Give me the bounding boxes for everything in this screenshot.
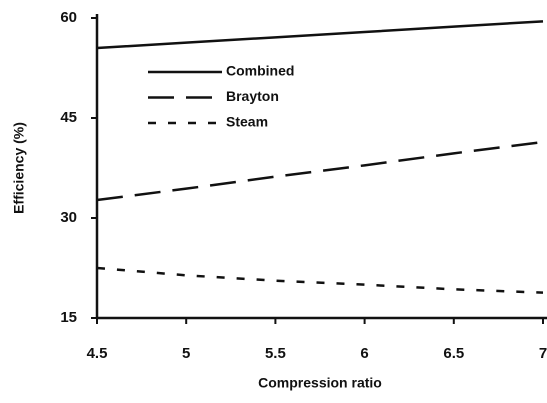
- x-axis-label: Compression ratio: [258, 375, 382, 391]
- x-tick-label: 6: [360, 345, 368, 362]
- y-axis-label: Efficiency (%): [11, 122, 27, 214]
- y-tick-label: 15: [60, 309, 77, 326]
- series-line: [96, 266, 544, 294]
- legend-label: Brayton: [226, 88, 279, 104]
- x-tick-label: 5: [182, 345, 190, 362]
- y-tick-label: 45: [60, 109, 77, 126]
- x-tick-label: 4.5: [87, 345, 108, 362]
- y-tick-label: 60: [60, 9, 77, 26]
- legend-label: Combined: [226, 63, 294, 79]
- x-tick-label: 5.5: [265, 345, 286, 362]
- series-line: [96, 140, 544, 202]
- series-line: [96, 20, 544, 50]
- x-tick-label: 6.5: [443, 345, 464, 362]
- y-tick-label: 30: [60, 209, 77, 226]
- legend-label: Steam: [226, 114, 268, 130]
- x-tick-label: 7: [539, 345, 547, 362]
